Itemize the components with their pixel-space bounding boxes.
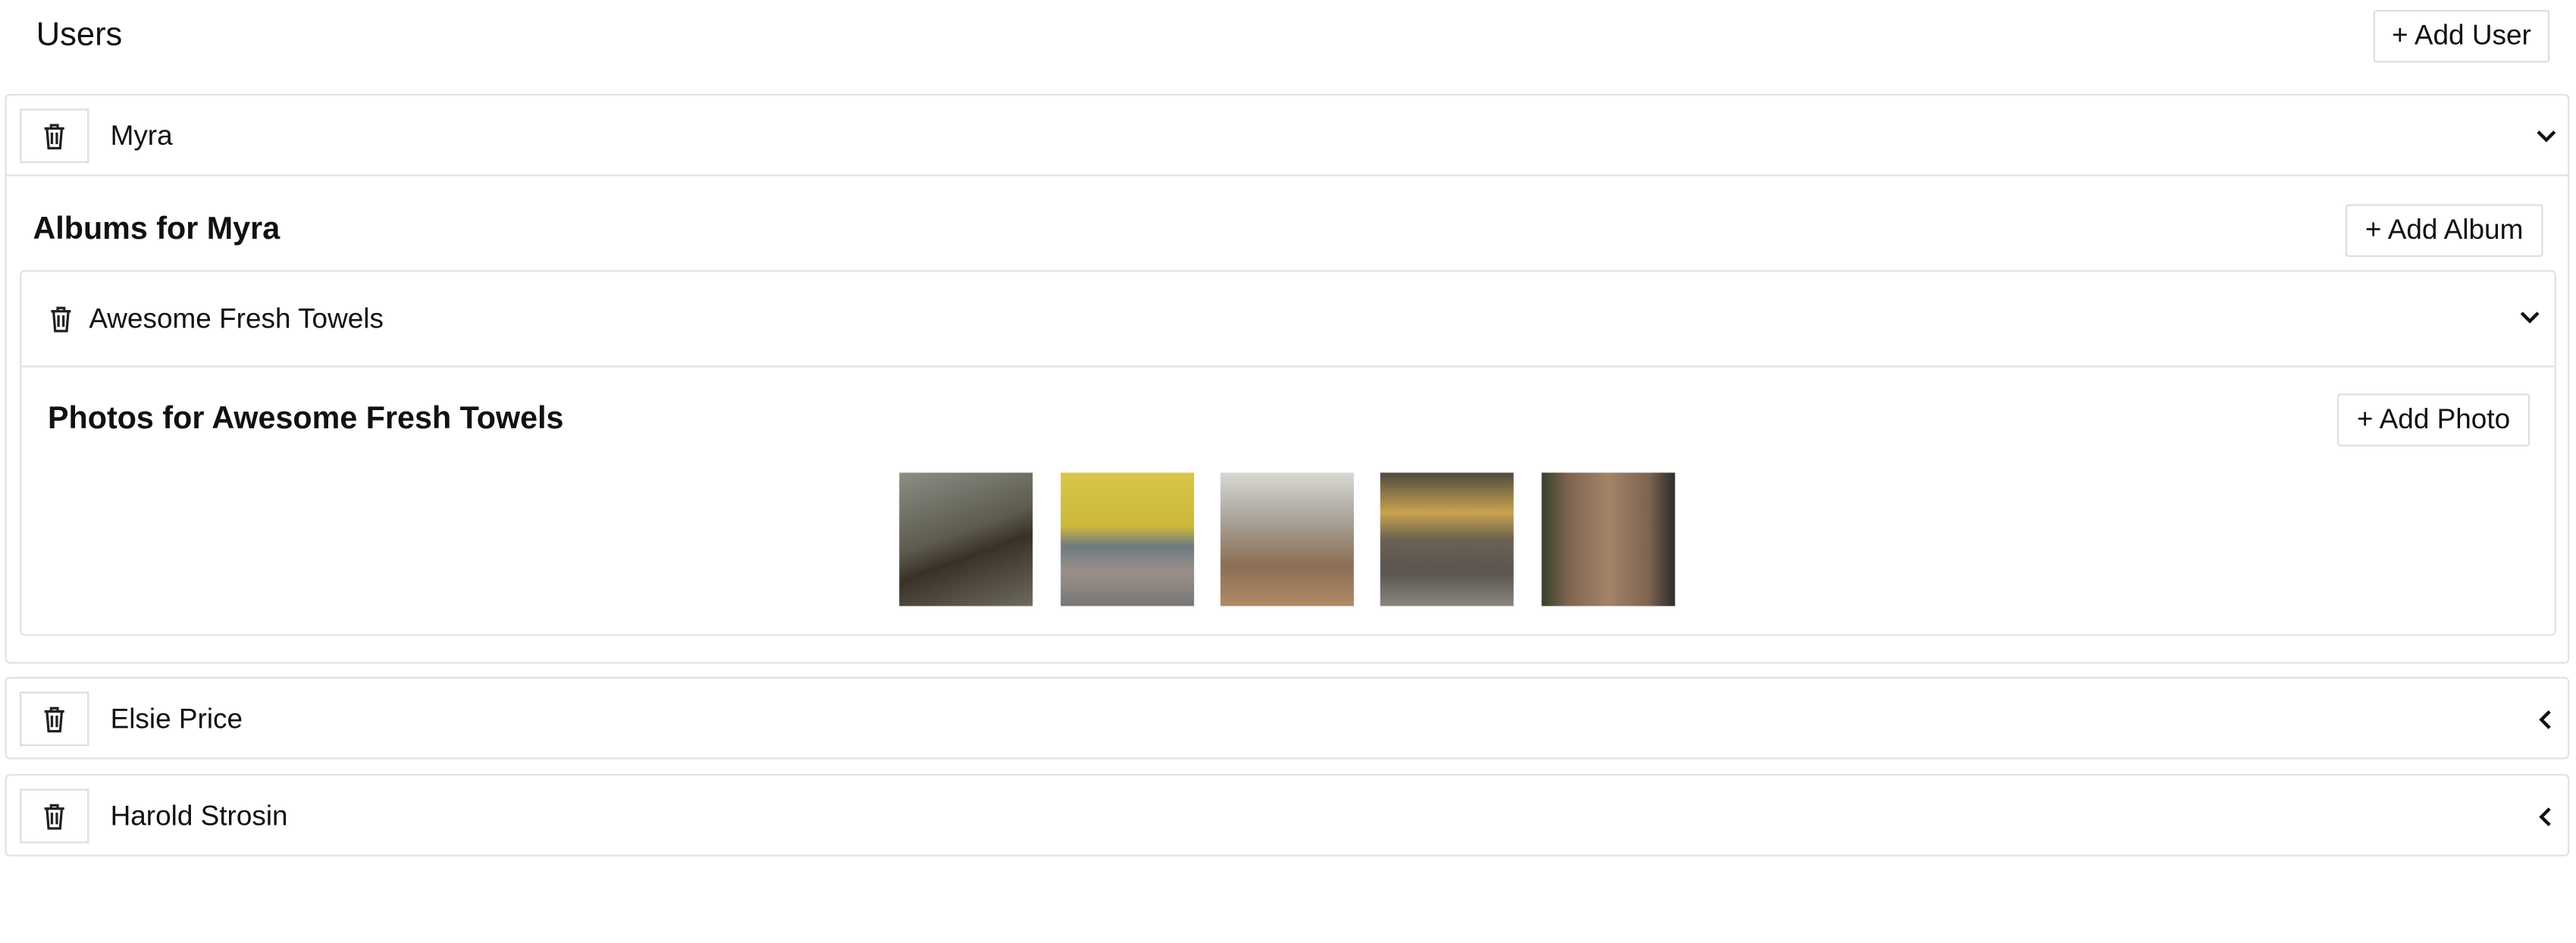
delete-user-button[interactable]	[20, 691, 89, 747]
add-photo-button[interactable]: + Add Photo	[2336, 393, 2531, 446]
user-name: Elsie Price	[110, 703, 243, 735]
photo[interactable]	[1380, 472, 1514, 606]
chevron-down[interactable]	[2535, 125, 2558, 148]
photo[interactable]	[899, 472, 1033, 606]
divider	[6, 174, 2568, 177]
user-name: Myra	[110, 120, 173, 152]
user-name: Harold Strosin	[110, 800, 288, 832]
album-card: Awesome Fresh Towels Photos for Awesome …	[20, 270, 2556, 636]
page-title: Users	[36, 17, 123, 54]
albums-title: Albums for Myra	[33, 212, 280, 247]
chevron-left[interactable]	[2535, 708, 2558, 731]
photo[interactable]	[1220, 472, 1354, 606]
user-card: Elsie Price	[5, 676, 2570, 760]
photo[interactable]	[1061, 472, 1195, 606]
add-album-button[interactable]: + Add Album	[2345, 204, 2543, 257]
chevron-down[interactable]	[2518, 306, 2541, 329]
photo[interactable]	[1541, 472, 1675, 606]
user-card: Harold Strosin	[5, 774, 2570, 857]
delete-user-button[interactable]	[20, 108, 89, 164]
delete-album-button[interactable]	[49, 306, 72, 333]
delete-user-button[interactable]	[20, 788, 89, 844]
divider	[21, 365, 2555, 368]
add-user-button[interactable]: + Add User	[2373, 10, 2550, 63]
user-card: Myra Albums for Myra + Add Album Awesome…	[5, 93, 2570, 664]
photos-title: Photos for Awesome Fresh Towels	[48, 402, 564, 437]
chevron-left[interactable]	[2535, 805, 2558, 828]
album-name: Awesome Fresh Towels	[89, 302, 384, 335]
